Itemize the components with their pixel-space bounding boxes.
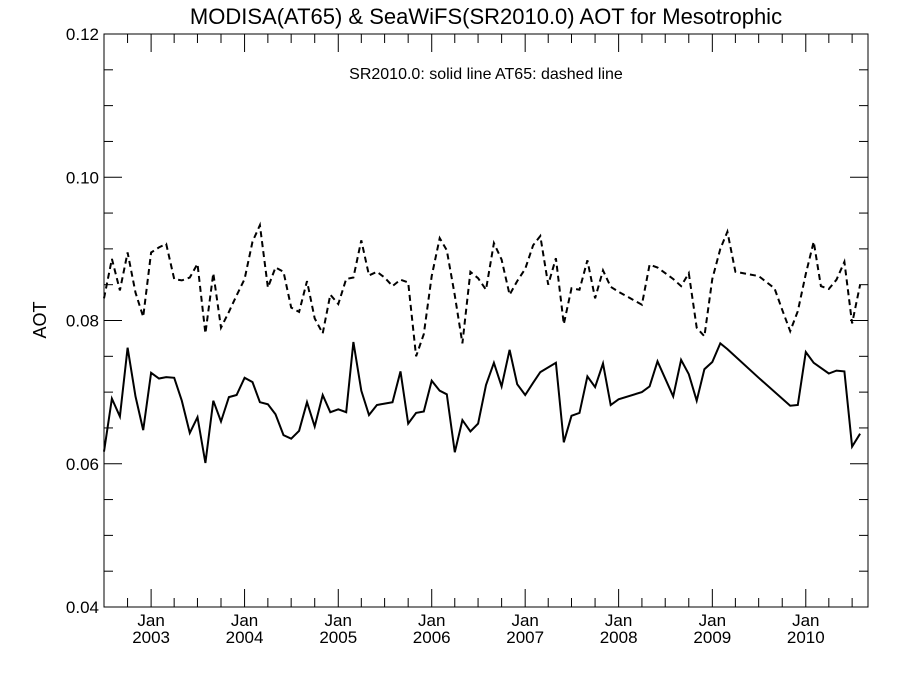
y-axis-label: AOT — [30, 301, 50, 338]
x-tick-year-label: 2007 — [506, 628, 544, 647]
x-tick-year-label: 2009 — [693, 628, 731, 647]
y-tick-label: 0.10 — [66, 168, 99, 187]
chart-title: MODISA(AT65) & SeaWiFS(SR2010.0) AOT for… — [190, 4, 782, 29]
x-tick-year-label: 2005 — [319, 628, 357, 647]
y-tick-label: 0.04 — [66, 598, 99, 617]
x-tick-month-label: Jan — [231, 611, 258, 630]
x-tick-month-label: Jan — [699, 611, 726, 630]
chart-annotation: SR2010.0: solid line AT65: dashed line — [349, 66, 623, 83]
x-tick-month-label: Jan — [511, 611, 538, 630]
x-tick-month-label: Jan — [605, 611, 632, 630]
x-tick-month-label: Jan — [792, 611, 819, 630]
axis-ticks: 0.040.060.080.100.12Jan2003Jan2004Jan200… — [66, 25, 868, 647]
x-tick-year-label: 2008 — [600, 628, 638, 647]
x-tick-year-label: 2004 — [226, 628, 264, 647]
y-tick-label: 0.06 — [66, 455, 99, 474]
series-line-solid — [103, 341, 861, 464]
x-tick-year-label: 2010 — [787, 628, 825, 647]
y-tick-label: 0.12 — [66, 25, 99, 44]
x-tick-month-label: Jan — [137, 611, 164, 630]
x-tick-month-label: Jan — [418, 611, 445, 630]
x-tick-year-label: 2006 — [413, 628, 451, 647]
plot-frame — [103, 33, 869, 608]
series-line-dashed — [103, 221, 862, 357]
x-tick-year-label: 2003 — [132, 628, 170, 647]
x-tick-month-label: Jan — [325, 611, 352, 630]
series-lines — [103, 221, 862, 464]
y-tick-label: 0.08 — [66, 312, 99, 331]
